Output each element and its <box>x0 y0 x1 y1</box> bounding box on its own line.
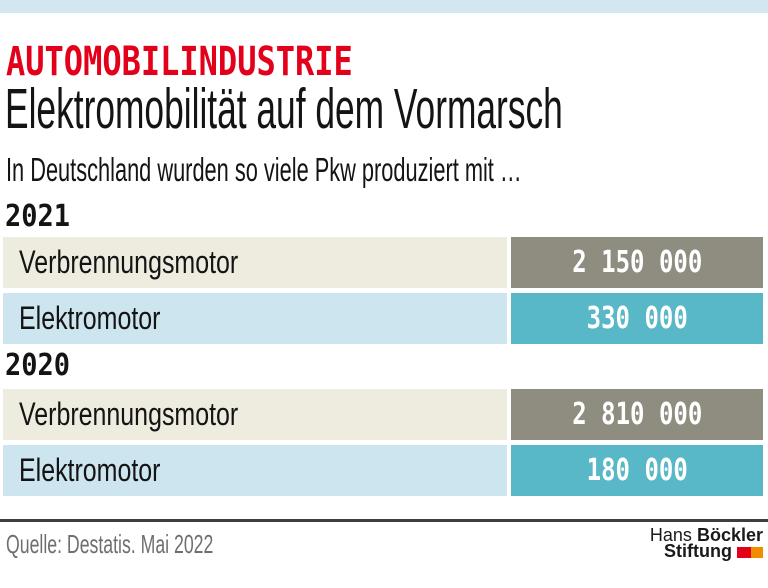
page-title-text: Elektromobilität auf dem Vormarsch <box>5 77 563 141</box>
page-title: Elektromobilität auf dem Vormarsch <box>5 79 768 139</box>
row-value-cell: 2 150 000 <box>511 237 763 288</box>
logo-name-regular: Hans <box>649 525 692 545</box>
kicker: AUTOMOBILINDUSTRIE <box>6 41 439 83</box>
logo-orange-square-icon <box>751 547 763 558</box>
row-label: Elektromotor <box>19 452 161 488</box>
row-value: 2 150 000 <box>571 245 703 280</box>
year-label-2021-text: 2021 <box>5 199 71 234</box>
subtitle: In Deutschland wurden so viele Pkw produ… <box>6 151 768 189</box>
source-note-text: Quelle: Destatis. Mai 2022 <box>6 529 214 559</box>
kicker-text: AUTOMOBILINDUSTRIE <box>6 39 353 85</box>
logo-stiftung-text: Stiftung <box>664 541 732 561</box>
row-value: 2 810 000 <box>571 397 703 432</box>
year-label-2021: 2021 <box>5 200 77 234</box>
row-label-cell: Elektromotor <box>3 293 507 344</box>
row-label-cell: Verbrennungsmotor <box>3 389 507 440</box>
row-value: 330 000 <box>586 301 688 336</box>
table-row: Verbrennungsmotor 2 150 000 <box>0 237 768 288</box>
logo-name-bold: Böckler <box>696 525 763 545</box>
footer-divider <box>0 519 768 522</box>
table-row: Elektromotor 180 000 <box>0 445 768 496</box>
year-label-2020-text: 2020 <box>5 348 71 383</box>
row-value-cell: 180 000 <box>511 445 763 496</box>
row-label: Verbrennungsmotor <box>19 244 239 280</box>
row-value-cell: 330 000 <box>511 293 763 344</box>
row-value: 180 000 <box>586 453 688 488</box>
logo-line-1: Hans Böckler <box>649 525 763 545</box>
top-accent-bar <box>0 0 768 13</box>
row-label: Elektromotor <box>19 300 161 336</box>
year-label-2020: 2020 <box>5 349 77 383</box>
row-label-cell: Elektromotor <box>3 445 507 496</box>
subtitle-text: In Deutschland wurden so viele Pkw produ… <box>6 151 522 188</box>
row-label: Verbrennungsmotor <box>19 396 239 432</box>
source-note: Quelle: Destatis. Mai 2022 <box>6 528 311 560</box>
hans-boeckler-stiftung-logo: Hans Böckler Stiftung <box>649 525 763 561</box>
row-value-cell: 2 810 000 <box>511 389 763 440</box>
table-row: Elektromotor 330 000 <box>0 293 768 344</box>
logo-line-2: Stiftung <box>650 541 763 561</box>
row-label-cell: Verbrennungsmotor <box>3 237 507 288</box>
table-row: Verbrennungsmotor 2 810 000 <box>0 389 768 440</box>
logo-red-square-icon <box>737 547 751 558</box>
